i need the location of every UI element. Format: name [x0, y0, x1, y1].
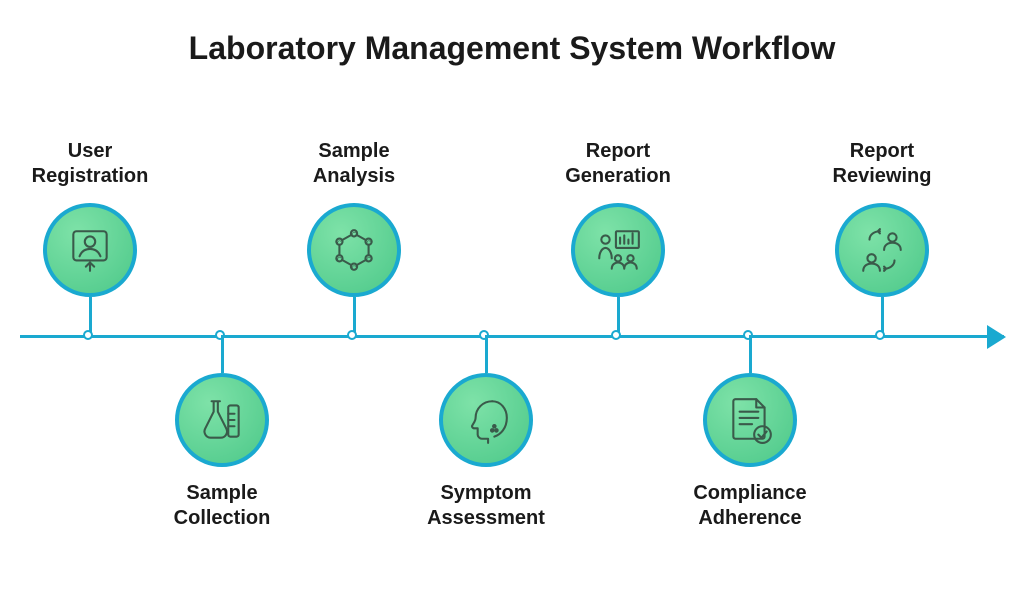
step-connector: [485, 335, 488, 373]
workflow-step: User Registration: [20, 0, 160, 335]
molecule-icon: C C C C C C: [307, 203, 401, 297]
presentation-icon: [571, 203, 665, 297]
svg-text:C: C: [366, 240, 371, 247]
axis-dot: [875, 330, 885, 340]
workflow-step: Report Generation: [548, 0, 688, 335]
workflow-step: Report Reviewing: [812, 0, 952, 335]
step-label: Report Reviewing: [812, 139, 952, 189]
axis-dot: [83, 330, 93, 340]
workflow-step: Symptom Assessment: [416, 0, 556, 541]
exchange-icon: [835, 203, 929, 297]
workflow-step: Sample Collection: [152, 0, 292, 541]
axis-dot: [611, 330, 621, 340]
doc-check-icon: [703, 373, 797, 467]
svg-text:C: C: [366, 256, 371, 263]
step-label: Report Generation: [548, 139, 688, 189]
axis-dot: [347, 330, 357, 340]
user-up-icon: [43, 203, 137, 297]
svg-text:C: C: [352, 231, 357, 238]
workflow-step: Compliance Adherence: [680, 0, 820, 541]
svg-text:C: C: [337, 240, 342, 247]
head-icon: [439, 373, 533, 467]
step-label: Sample Analysis: [284, 139, 424, 189]
step-label: Compliance Adherence: [680, 481, 820, 531]
workflow-step: Sample Analysis C C C C C C: [284, 0, 424, 335]
timeline-arrowhead: [987, 325, 1006, 349]
step-label: Symptom Assessment: [416, 481, 556, 531]
step-label: User Registration: [20, 139, 160, 189]
step-connector: [749, 335, 752, 373]
step-label: Sample Collection: [152, 481, 292, 531]
flask-icon: [175, 373, 269, 467]
step-connector: [221, 335, 224, 373]
svg-text:C: C: [352, 265, 357, 272]
svg-text:C: C: [337, 256, 342, 263]
